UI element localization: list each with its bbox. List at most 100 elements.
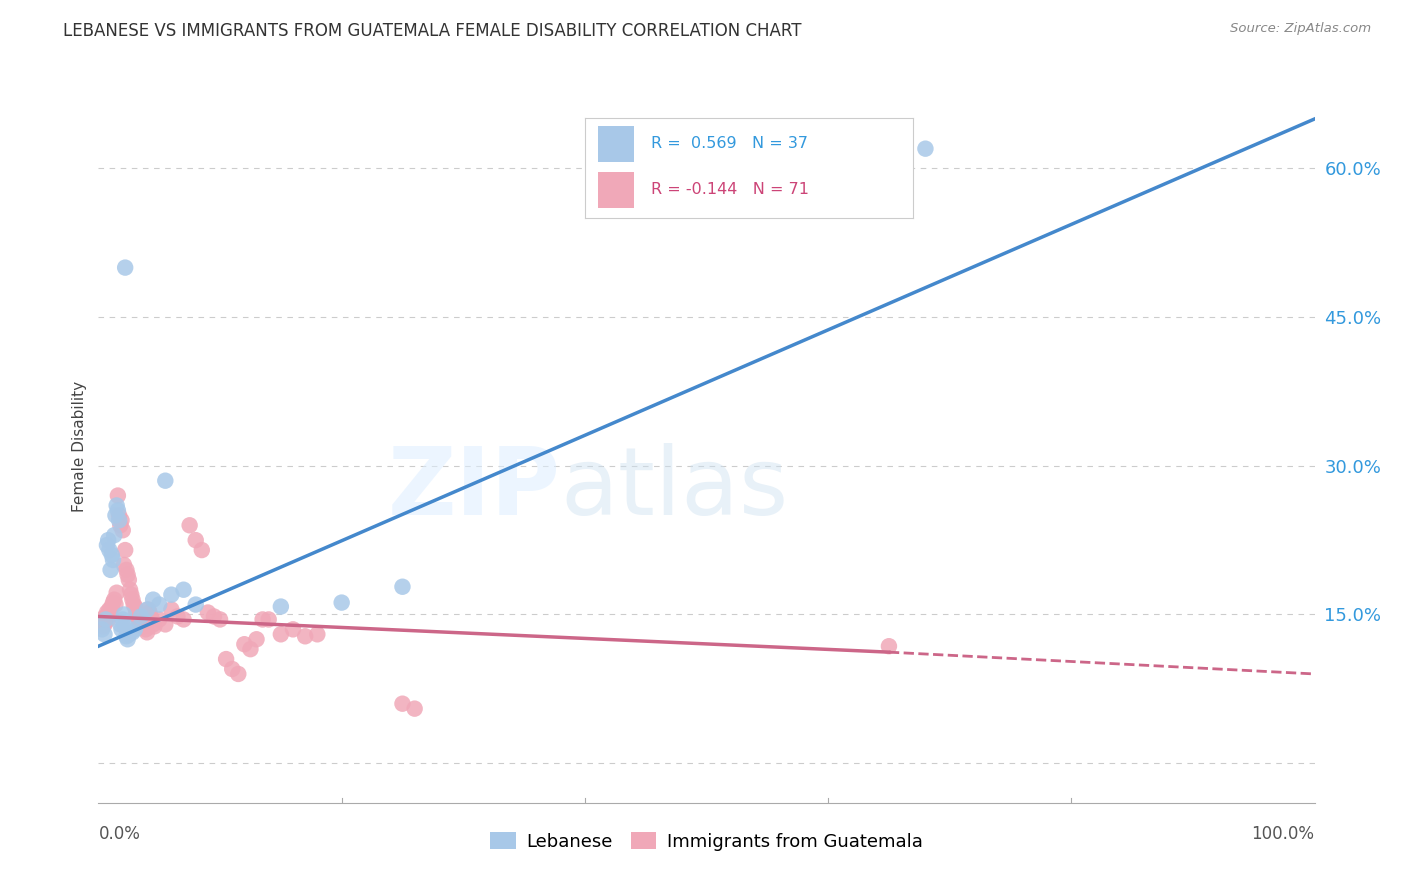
Point (91, 615, 114, 630)
Point (121, 592, 143, 607)
Point (155, 617, 177, 632)
Point (129, 609, 152, 624)
Point (294, 629, 316, 643)
Point (221, 662, 243, 676)
Text: R =  0.569   N = 37: R = 0.569 N = 37 (651, 136, 807, 152)
Point (108, 508, 131, 523)
Text: LEBANESE VS IMMIGRANTS FROM GUATEMALA FEMALE DISABILITY CORRELATION CHART: LEBANESE VS IMMIGRANTS FROM GUATEMALA FE… (63, 22, 801, 40)
Point (148, 598, 170, 612)
Point (107, 489, 129, 503)
Point (112, 558, 135, 572)
Point (122, 598, 145, 612)
Point (139, 609, 162, 624)
Point (103, 592, 125, 607)
Point (270, 599, 292, 614)
Point (111, 523, 134, 537)
Point (94, 609, 117, 624)
Point (131, 612, 153, 626)
Point (97, 612, 120, 626)
Point (101, 599, 124, 614)
Point (124, 599, 146, 614)
Point (197, 606, 219, 620)
Point (138, 606, 160, 620)
Text: 0.0%: 0.0% (98, 824, 141, 843)
Point (107, 503, 129, 517)
Point (125, 606, 148, 620)
Point (114, 619, 136, 633)
Point (104, 508, 127, 523)
Point (391, 697, 413, 711)
Point (115, 563, 138, 577)
Point (252, 612, 274, 626)
Point (239, 642, 262, 657)
Point (173, 612, 195, 626)
Point (117, 632, 139, 647)
Point (166, 609, 188, 624)
Point (141, 612, 163, 626)
Point (129, 619, 152, 633)
Point (914, 142, 936, 156)
Point (112, 607, 135, 622)
Point (404, 701, 426, 715)
Point (117, 567, 139, 582)
Point (110, 518, 132, 533)
Point (108, 513, 131, 527)
Point (136, 625, 159, 640)
Point (114, 260, 136, 275)
Point (93, 617, 115, 632)
Point (100, 563, 122, 577)
Point (121, 625, 143, 640)
Point (179, 518, 201, 533)
Point (184, 598, 207, 612)
Point (91, 623, 114, 637)
Point (233, 637, 256, 651)
Point (142, 592, 165, 607)
Bar (598, 171, 634, 208)
Text: Source: ZipAtlas.com: Source: ZipAtlas.com (1230, 22, 1371, 36)
Point (307, 627, 329, 641)
Point (173, 582, 195, 597)
Point (281, 623, 304, 637)
Point (148, 612, 170, 626)
Point (330, 596, 353, 610)
Point (184, 533, 207, 548)
Point (93, 627, 115, 641)
Point (91, 619, 114, 633)
Point (101, 548, 124, 562)
Point (111, 612, 134, 626)
Point (134, 619, 156, 633)
Point (105, 585, 128, 599)
Point (191, 543, 214, 558)
Point (160, 588, 183, 602)
Point (128, 615, 150, 630)
Point (114, 543, 136, 558)
Point (257, 612, 280, 626)
Point (118, 573, 141, 587)
Point (115, 629, 138, 643)
Legend: Lebanese, Immigrants from Guatemala: Lebanese, Immigrants from Guatemala (484, 825, 929, 858)
Point (120, 588, 142, 602)
Point (101, 553, 124, 567)
Point (132, 617, 155, 632)
Y-axis label: Female Disability: Female Disability (72, 380, 87, 512)
Point (391, 580, 413, 594)
Point (98, 543, 121, 558)
Point (110, 617, 132, 632)
Point (100, 607, 122, 622)
Point (142, 617, 165, 632)
Point (245, 632, 267, 647)
Text: 100.0%: 100.0% (1251, 824, 1315, 843)
Point (136, 602, 159, 616)
Point (90, 612, 112, 626)
Point (97, 533, 120, 548)
Point (202, 609, 225, 624)
Point (160, 602, 183, 616)
Point (118, 582, 141, 597)
Point (103, 528, 125, 542)
Point (105, 499, 128, 513)
Text: atlas: atlas (561, 442, 789, 535)
Bar (598, 126, 634, 161)
Point (215, 652, 238, 666)
Point (136, 602, 159, 616)
Point (98, 602, 121, 616)
